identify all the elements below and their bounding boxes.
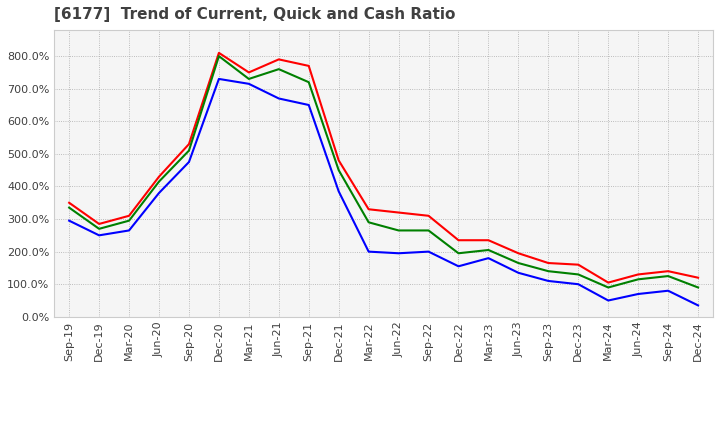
Quick Ratio — [125, 218, 133, 224]
Quick Ratio — [634, 277, 642, 282]
Current Ratio — [664, 268, 672, 274]
Cash Ratio — [184, 159, 193, 165]
Current Ratio — [215, 50, 223, 55]
Cash Ratio — [65, 218, 73, 224]
Cash Ratio — [574, 282, 582, 287]
Quick Ratio — [65, 205, 73, 210]
Current Ratio — [395, 210, 403, 215]
Quick Ratio — [334, 168, 343, 173]
Current Ratio — [514, 251, 523, 256]
Current Ratio — [65, 200, 73, 205]
Current Ratio — [95, 221, 104, 227]
Line: Quick Ratio: Quick Ratio — [69, 56, 698, 287]
Cash Ratio — [514, 270, 523, 275]
Cash Ratio — [604, 298, 613, 303]
Quick Ratio — [395, 228, 403, 233]
Cash Ratio — [694, 303, 703, 308]
Cash Ratio — [424, 249, 433, 254]
Quick Ratio — [364, 220, 373, 225]
Quick Ratio — [274, 66, 283, 72]
Quick Ratio — [305, 80, 313, 85]
Current Ratio — [364, 207, 373, 212]
Quick Ratio — [245, 76, 253, 81]
Current Ratio — [334, 158, 343, 163]
Current Ratio — [634, 272, 642, 277]
Quick Ratio — [454, 251, 463, 256]
Text: [6177]  Trend of Current, Quick and Cash Ratio: [6177] Trend of Current, Quick and Cash … — [54, 7, 456, 22]
Current Ratio — [184, 142, 193, 147]
Quick Ratio — [215, 54, 223, 59]
Cash Ratio — [245, 81, 253, 87]
Current Ratio — [245, 70, 253, 75]
Current Ratio — [155, 174, 163, 180]
Legend: Current Ratio, Quick Ratio, Cash Ratio: Current Ratio, Quick Ratio, Cash Ratio — [181, 436, 587, 440]
Cash Ratio — [125, 228, 133, 233]
Cash Ratio — [215, 76, 223, 81]
Cash Ratio — [664, 288, 672, 293]
Quick Ratio — [514, 260, 523, 266]
Quick Ratio — [604, 285, 613, 290]
Quick Ratio — [155, 179, 163, 184]
Quick Ratio — [694, 285, 703, 290]
Cash Ratio — [334, 189, 343, 194]
Quick Ratio — [664, 273, 672, 279]
Current Ratio — [544, 260, 553, 266]
Quick Ratio — [574, 272, 582, 277]
Cash Ratio — [155, 191, 163, 196]
Cash Ratio — [364, 249, 373, 254]
Current Ratio — [604, 280, 613, 285]
Current Ratio — [484, 238, 492, 243]
Quick Ratio — [184, 148, 193, 153]
Quick Ratio — [484, 247, 492, 253]
Current Ratio — [424, 213, 433, 218]
Current Ratio — [454, 238, 463, 243]
Cash Ratio — [454, 264, 463, 269]
Current Ratio — [125, 213, 133, 218]
Cash Ratio — [395, 251, 403, 256]
Cash Ratio — [274, 96, 283, 101]
Line: Cash Ratio: Cash Ratio — [69, 79, 698, 305]
Current Ratio — [274, 57, 283, 62]
Quick Ratio — [424, 228, 433, 233]
Cash Ratio — [305, 103, 313, 108]
Line: Current Ratio: Current Ratio — [69, 53, 698, 282]
Current Ratio — [574, 262, 582, 268]
Current Ratio — [305, 63, 313, 69]
Cash Ratio — [634, 291, 642, 297]
Quick Ratio — [544, 268, 553, 274]
Cash Ratio — [95, 233, 104, 238]
Cash Ratio — [484, 256, 492, 261]
Current Ratio — [694, 275, 703, 280]
Quick Ratio — [95, 226, 104, 231]
Cash Ratio — [544, 279, 553, 284]
